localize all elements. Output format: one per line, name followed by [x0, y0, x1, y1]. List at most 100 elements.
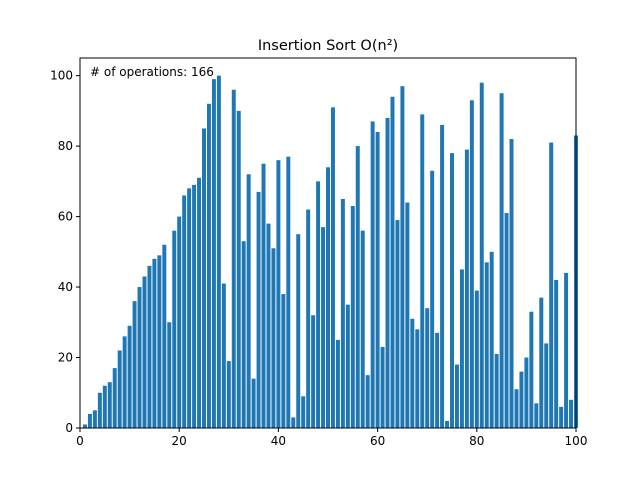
x-tick-label: 20 [172, 434, 187, 448]
bar [435, 332, 440, 428]
x-tick-label: 60 [370, 434, 385, 448]
bar [271, 248, 276, 428]
x-tick-label: 80 [469, 434, 484, 448]
y-tick-label: 80 [58, 139, 73, 153]
bar [365, 375, 370, 428]
x-axis-ticks: 0 20 40 60 80 100 [76, 428, 587, 448]
bar [236, 110, 241, 429]
bar [504, 213, 509, 428]
x-tick-label: 40 [271, 434, 286, 448]
bar [405, 202, 410, 428]
bar [464, 149, 469, 428]
bar [306, 209, 311, 428]
bar [340, 198, 345, 428]
bars [82, 75, 578, 429]
bar [172, 230, 177, 428]
bar [529, 311, 534, 428]
bar [534, 403, 539, 428]
bar [221, 283, 226, 428]
bar [206, 103, 211, 428]
bar [440, 124, 445, 428]
bar [410, 318, 415, 428]
bar [301, 396, 306, 428]
bar [360, 230, 365, 428]
bar [400, 86, 405, 428]
bar [122, 336, 127, 428]
bar [330, 107, 335, 428]
bar [291, 417, 296, 428]
y-tick-label: 20 [58, 351, 73, 365]
bar [420, 114, 425, 428]
bar [197, 177, 202, 428]
bar [355, 146, 360, 428]
bar [345, 304, 350, 428]
bar [390, 96, 395, 428]
bar [182, 195, 187, 428]
bar [514, 389, 519, 428]
bar [445, 420, 450, 428]
bar [137, 287, 142, 428]
bar [469, 100, 474, 428]
bar [177, 216, 182, 428]
bar [454, 364, 459, 428]
bar [92, 410, 97, 428]
bar [474, 290, 479, 428]
bar [335, 339, 340, 428]
bar [484, 262, 489, 428]
bar [489, 251, 494, 428]
bar [395, 220, 400, 428]
bar [564, 272, 569, 428]
bar [519, 371, 524, 428]
bar [370, 121, 375, 429]
bar [231, 89, 236, 429]
bar [127, 325, 132, 428]
bar [326, 167, 330, 429]
bar [286, 156, 291, 429]
bar [350, 206, 355, 428]
y-tick-label: 60 [58, 210, 73, 224]
bar [276, 160, 281, 428]
bar [479, 82, 484, 429]
y-axis-ticks: 0 20 40 60 80 100 [50, 69, 80, 435]
bar [157, 255, 162, 428]
bar [494, 354, 499, 428]
bar [380, 346, 385, 428]
bar [246, 174, 251, 428]
bar [147, 265, 152, 428]
y-tick-label: 100 [50, 69, 73, 83]
bar [162, 244, 167, 428]
y-tick-label: 40 [58, 280, 73, 294]
bar [226, 361, 231, 428]
bar [132, 301, 137, 428]
bar [241, 241, 246, 428]
bar [499, 93, 504, 429]
bar [311, 315, 316, 428]
bar [544, 343, 549, 428]
bar [281, 294, 286, 428]
bar [211, 79, 216, 428]
bar [524, 357, 529, 428]
bar [450, 153, 454, 428]
x-tick-label: 0 [76, 434, 84, 448]
bar [385, 117, 390, 429]
bar [256, 191, 261, 428]
y-tick-label: 0 [65, 421, 73, 435]
bar [425, 308, 430, 428]
bar [167, 322, 172, 428]
bar [296, 234, 301, 428]
bar [102, 385, 107, 428]
bar [117, 350, 122, 428]
bar [559, 406, 564, 428]
bar [509, 139, 514, 429]
bar [202, 128, 206, 429]
bar [554, 280, 559, 428]
x-tick-label: 100 [565, 434, 588, 448]
bar [316, 181, 321, 428]
bar [82, 424, 87, 428]
bar [251, 378, 256, 428]
bar [549, 142, 554, 428]
bar [321, 227, 326, 428]
bar [216, 75, 221, 429]
chart-title: Insertion Sort O(n²) [258, 38, 398, 54]
